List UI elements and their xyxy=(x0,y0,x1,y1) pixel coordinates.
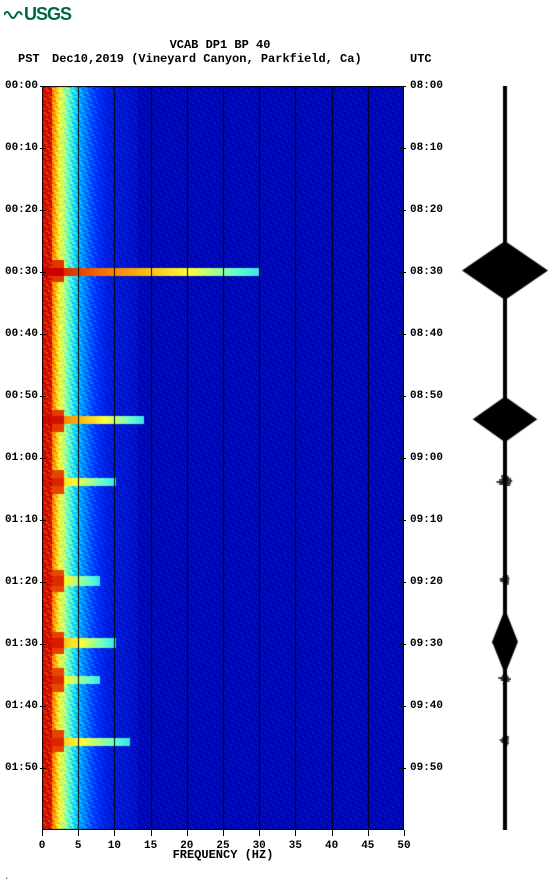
ytick-mark xyxy=(400,396,406,397)
ytick-right: 09:20 xyxy=(410,576,443,588)
ytick-mark xyxy=(40,148,46,149)
ytick-left: 00:30 xyxy=(0,266,38,278)
ytick-mark xyxy=(400,458,406,459)
usgs-logo: USGS xyxy=(4,4,71,25)
xtick-mark xyxy=(151,830,152,836)
ytick-mark xyxy=(400,520,406,521)
ytick-right: 09:30 xyxy=(410,638,443,650)
ytick-mark xyxy=(400,148,406,149)
ytick-mark xyxy=(40,396,46,397)
spectrogram-plot xyxy=(42,86,404,830)
ytick-mark xyxy=(40,272,46,273)
ytick-mark xyxy=(40,86,46,87)
ytick-mark xyxy=(40,458,46,459)
ytick-left: 00:50 xyxy=(0,390,38,402)
ytick-right: 08:30 xyxy=(410,266,443,278)
ytick-left: 01:20 xyxy=(0,576,38,588)
ytick-mark xyxy=(40,706,46,707)
ytick-mark xyxy=(400,334,406,335)
right-tz-label: UTC xyxy=(410,52,432,66)
xtick-mark xyxy=(187,830,188,836)
xtick-mark xyxy=(332,830,333,836)
ytick-right: 08:50 xyxy=(410,390,443,402)
ytick-left: 01:30 xyxy=(0,638,38,650)
xtick-mark xyxy=(404,830,405,836)
xtick-mark xyxy=(295,830,296,836)
ytick-right: 09:40 xyxy=(410,700,443,712)
ytick-left: 01:10 xyxy=(0,514,38,526)
ytick-right: 08:40 xyxy=(410,328,443,340)
date-text: Dec10,2019 xyxy=(52,52,124,66)
plot-title: VCAB DP1 BP 40 xyxy=(0,38,440,52)
ytick-mark xyxy=(40,334,46,335)
xtick-mark xyxy=(114,830,115,836)
ytick-mark xyxy=(400,86,406,87)
ytick-left: 00:40 xyxy=(0,328,38,340)
ytick-mark xyxy=(400,210,406,211)
footnote: . xyxy=(4,872,9,882)
x-axis: 05101520253035404550 xyxy=(42,830,404,850)
left-tz-label: PST xyxy=(18,52,40,66)
xtick-mark xyxy=(78,830,79,836)
x-axis-label: FREQUENCY (HZ) xyxy=(42,848,404,862)
ytick-mark xyxy=(40,768,46,769)
xtick-mark xyxy=(42,830,43,836)
ytick-left: 00:10 xyxy=(0,142,38,154)
ytick-right: 09:50 xyxy=(410,762,443,774)
ytick-left: 00:00 xyxy=(0,80,38,92)
location-text: (Vineyard Canyon, Parkfield, Ca) xyxy=(131,52,361,66)
ytick-mark xyxy=(400,582,406,583)
xtick-mark xyxy=(223,830,224,836)
ytick-mark xyxy=(40,520,46,521)
ytick-left: 01:00 xyxy=(0,452,38,464)
ytick-mark xyxy=(40,210,46,211)
ytick-right: 08:10 xyxy=(410,142,443,154)
xtick-mark xyxy=(259,830,260,836)
ytick-right: 08:00 xyxy=(410,80,443,92)
ytick-left: 01:50 xyxy=(0,762,38,774)
ytick-mark xyxy=(40,644,46,645)
ytick-right: 09:00 xyxy=(410,452,443,464)
ytick-mark xyxy=(400,706,406,707)
xtick-mark xyxy=(368,830,369,836)
ytick-mark xyxy=(400,768,406,769)
date-location: Dec10,2019 (Vineyard Canyon, Parkfield, … xyxy=(52,52,362,66)
y-axis-right: 08:0008:1008:2008:3008:4008:5009:0009:10… xyxy=(406,86,446,830)
ytick-mark xyxy=(400,644,406,645)
ytick-left: 00:20 xyxy=(0,204,38,216)
ytick-right: 09:10 xyxy=(410,514,443,526)
logo-text: USGS xyxy=(24,4,71,24)
y-axis-left: 00:0000:1000:2000:3000:4000:5001:0001:10… xyxy=(0,86,40,830)
ytick-mark xyxy=(40,582,46,583)
ytick-mark xyxy=(400,272,406,273)
ytick-right: 08:20 xyxy=(410,204,443,216)
ytick-left: 01:40 xyxy=(0,700,38,712)
seismogram-trace xyxy=(460,86,550,830)
